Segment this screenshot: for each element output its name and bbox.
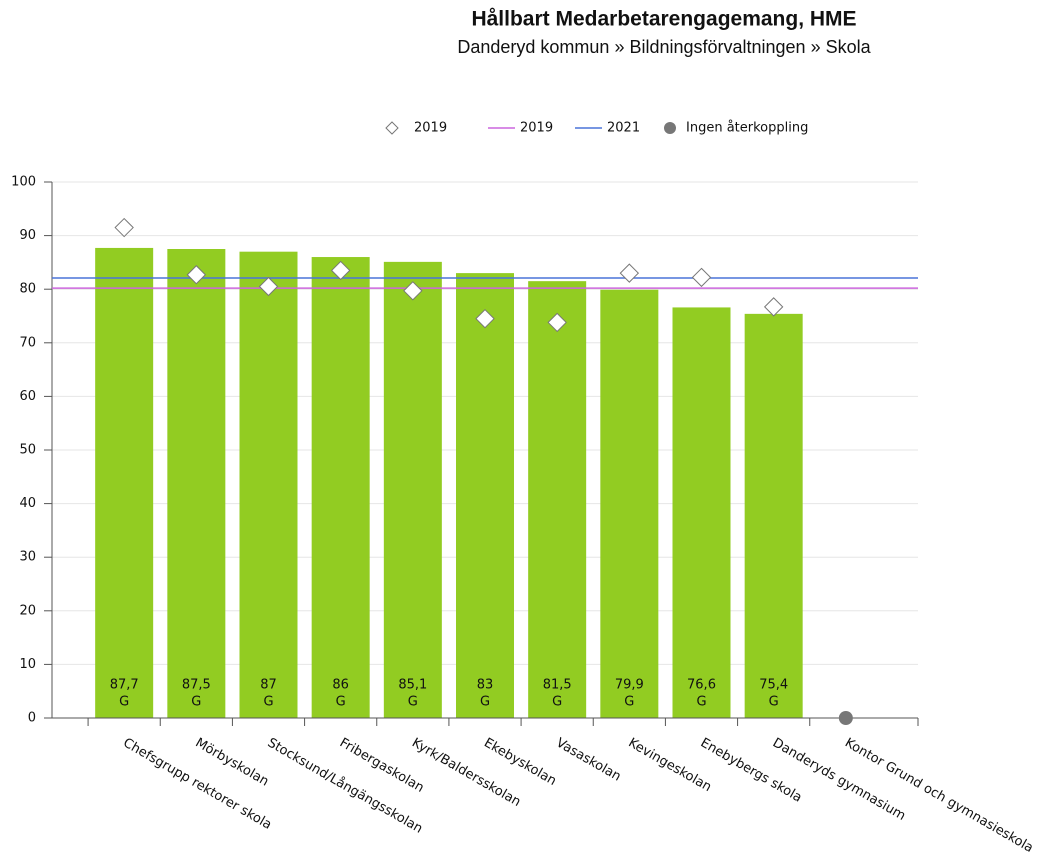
chart-title: Hållbart Medarbetarengagemang, HME bbox=[471, 8, 856, 31]
value-label: 87,7 bbox=[110, 678, 139, 693]
bar bbox=[95, 247, 154, 719]
y-tick-label: 10 bbox=[19, 657, 36, 672]
marker-2019 bbox=[691, 267, 712, 288]
marker-2019 bbox=[547, 312, 567, 333]
bar bbox=[167, 249, 226, 718]
bar bbox=[744, 313, 803, 718]
legend-label: 2019 bbox=[414, 121, 447, 136]
bar bbox=[311, 257, 370, 718]
grade-label: G bbox=[119, 695, 129, 710]
value-label: 76,6 bbox=[687, 678, 716, 693]
no-feedback-marker bbox=[838, 711, 853, 725]
grade-label: G bbox=[408, 695, 418, 710]
chart-subtitle: Danderyd kommun » Bildningsförvaltningen… bbox=[457, 37, 871, 57]
grade-label: G bbox=[336, 695, 346, 710]
legend-marker bbox=[385, 121, 399, 135]
marker-2019 bbox=[114, 217, 134, 238]
y-tick-label: 90 bbox=[19, 228, 36, 243]
marker-2019 bbox=[475, 308, 495, 329]
y-tick-label: 100 bbox=[11, 175, 36, 190]
y-tick-label: 70 bbox=[19, 335, 36, 350]
bar bbox=[672, 307, 731, 718]
grade-label: G bbox=[191, 695, 201, 710]
y-tick-label: 30 bbox=[19, 550, 36, 565]
marker-2019 bbox=[258, 276, 279, 297]
y-tick-label: 40 bbox=[19, 496, 36, 511]
grade-label: G bbox=[624, 695, 634, 710]
marker-2019 bbox=[763, 297, 784, 317]
y-tick-label: 80 bbox=[19, 282, 36, 297]
marker-2019 bbox=[186, 265, 207, 285]
x-tick-label: Danderyds gymnasium bbox=[770, 736, 908, 824]
bar bbox=[528, 281, 587, 718]
legend-marker bbox=[664, 122, 676, 134]
x-tick-label: Vasaskolan bbox=[553, 736, 623, 785]
grade-label: G bbox=[769, 695, 779, 710]
legend-label: 2021 bbox=[607, 121, 640, 136]
grade-label: G bbox=[263, 695, 273, 710]
value-label: 86 bbox=[332, 678, 349, 693]
marker-2019 bbox=[619, 263, 640, 283]
legend-label: 2019 bbox=[520, 121, 553, 136]
value-label: 87 bbox=[260, 678, 277, 693]
marker-2019 bbox=[330, 260, 351, 281]
bar bbox=[383, 261, 442, 718]
grade-label: G bbox=[696, 695, 706, 710]
value-label: 83 bbox=[477, 678, 494, 693]
grade-label: G bbox=[480, 695, 490, 710]
legend-label: Ingen återkoppling bbox=[686, 121, 808, 136]
y-tick-label: 50 bbox=[19, 443, 36, 458]
bar bbox=[239, 251, 298, 718]
value-label: 87,5 bbox=[182, 678, 211, 693]
value-label: 79,9 bbox=[615, 678, 644, 693]
y-tick-label: 0 bbox=[28, 711, 36, 726]
y-tick-label: 60 bbox=[19, 389, 36, 404]
bar bbox=[456, 273, 514, 718]
value-label: 75,4 bbox=[759, 678, 788, 693]
bar bbox=[600, 289, 659, 718]
value-label: 81,5 bbox=[543, 678, 572, 693]
grade-label: G bbox=[552, 695, 562, 710]
value-label: 85,1 bbox=[398, 678, 427, 693]
y-tick-label: 20 bbox=[19, 603, 36, 618]
marker-2019 bbox=[403, 281, 423, 301]
